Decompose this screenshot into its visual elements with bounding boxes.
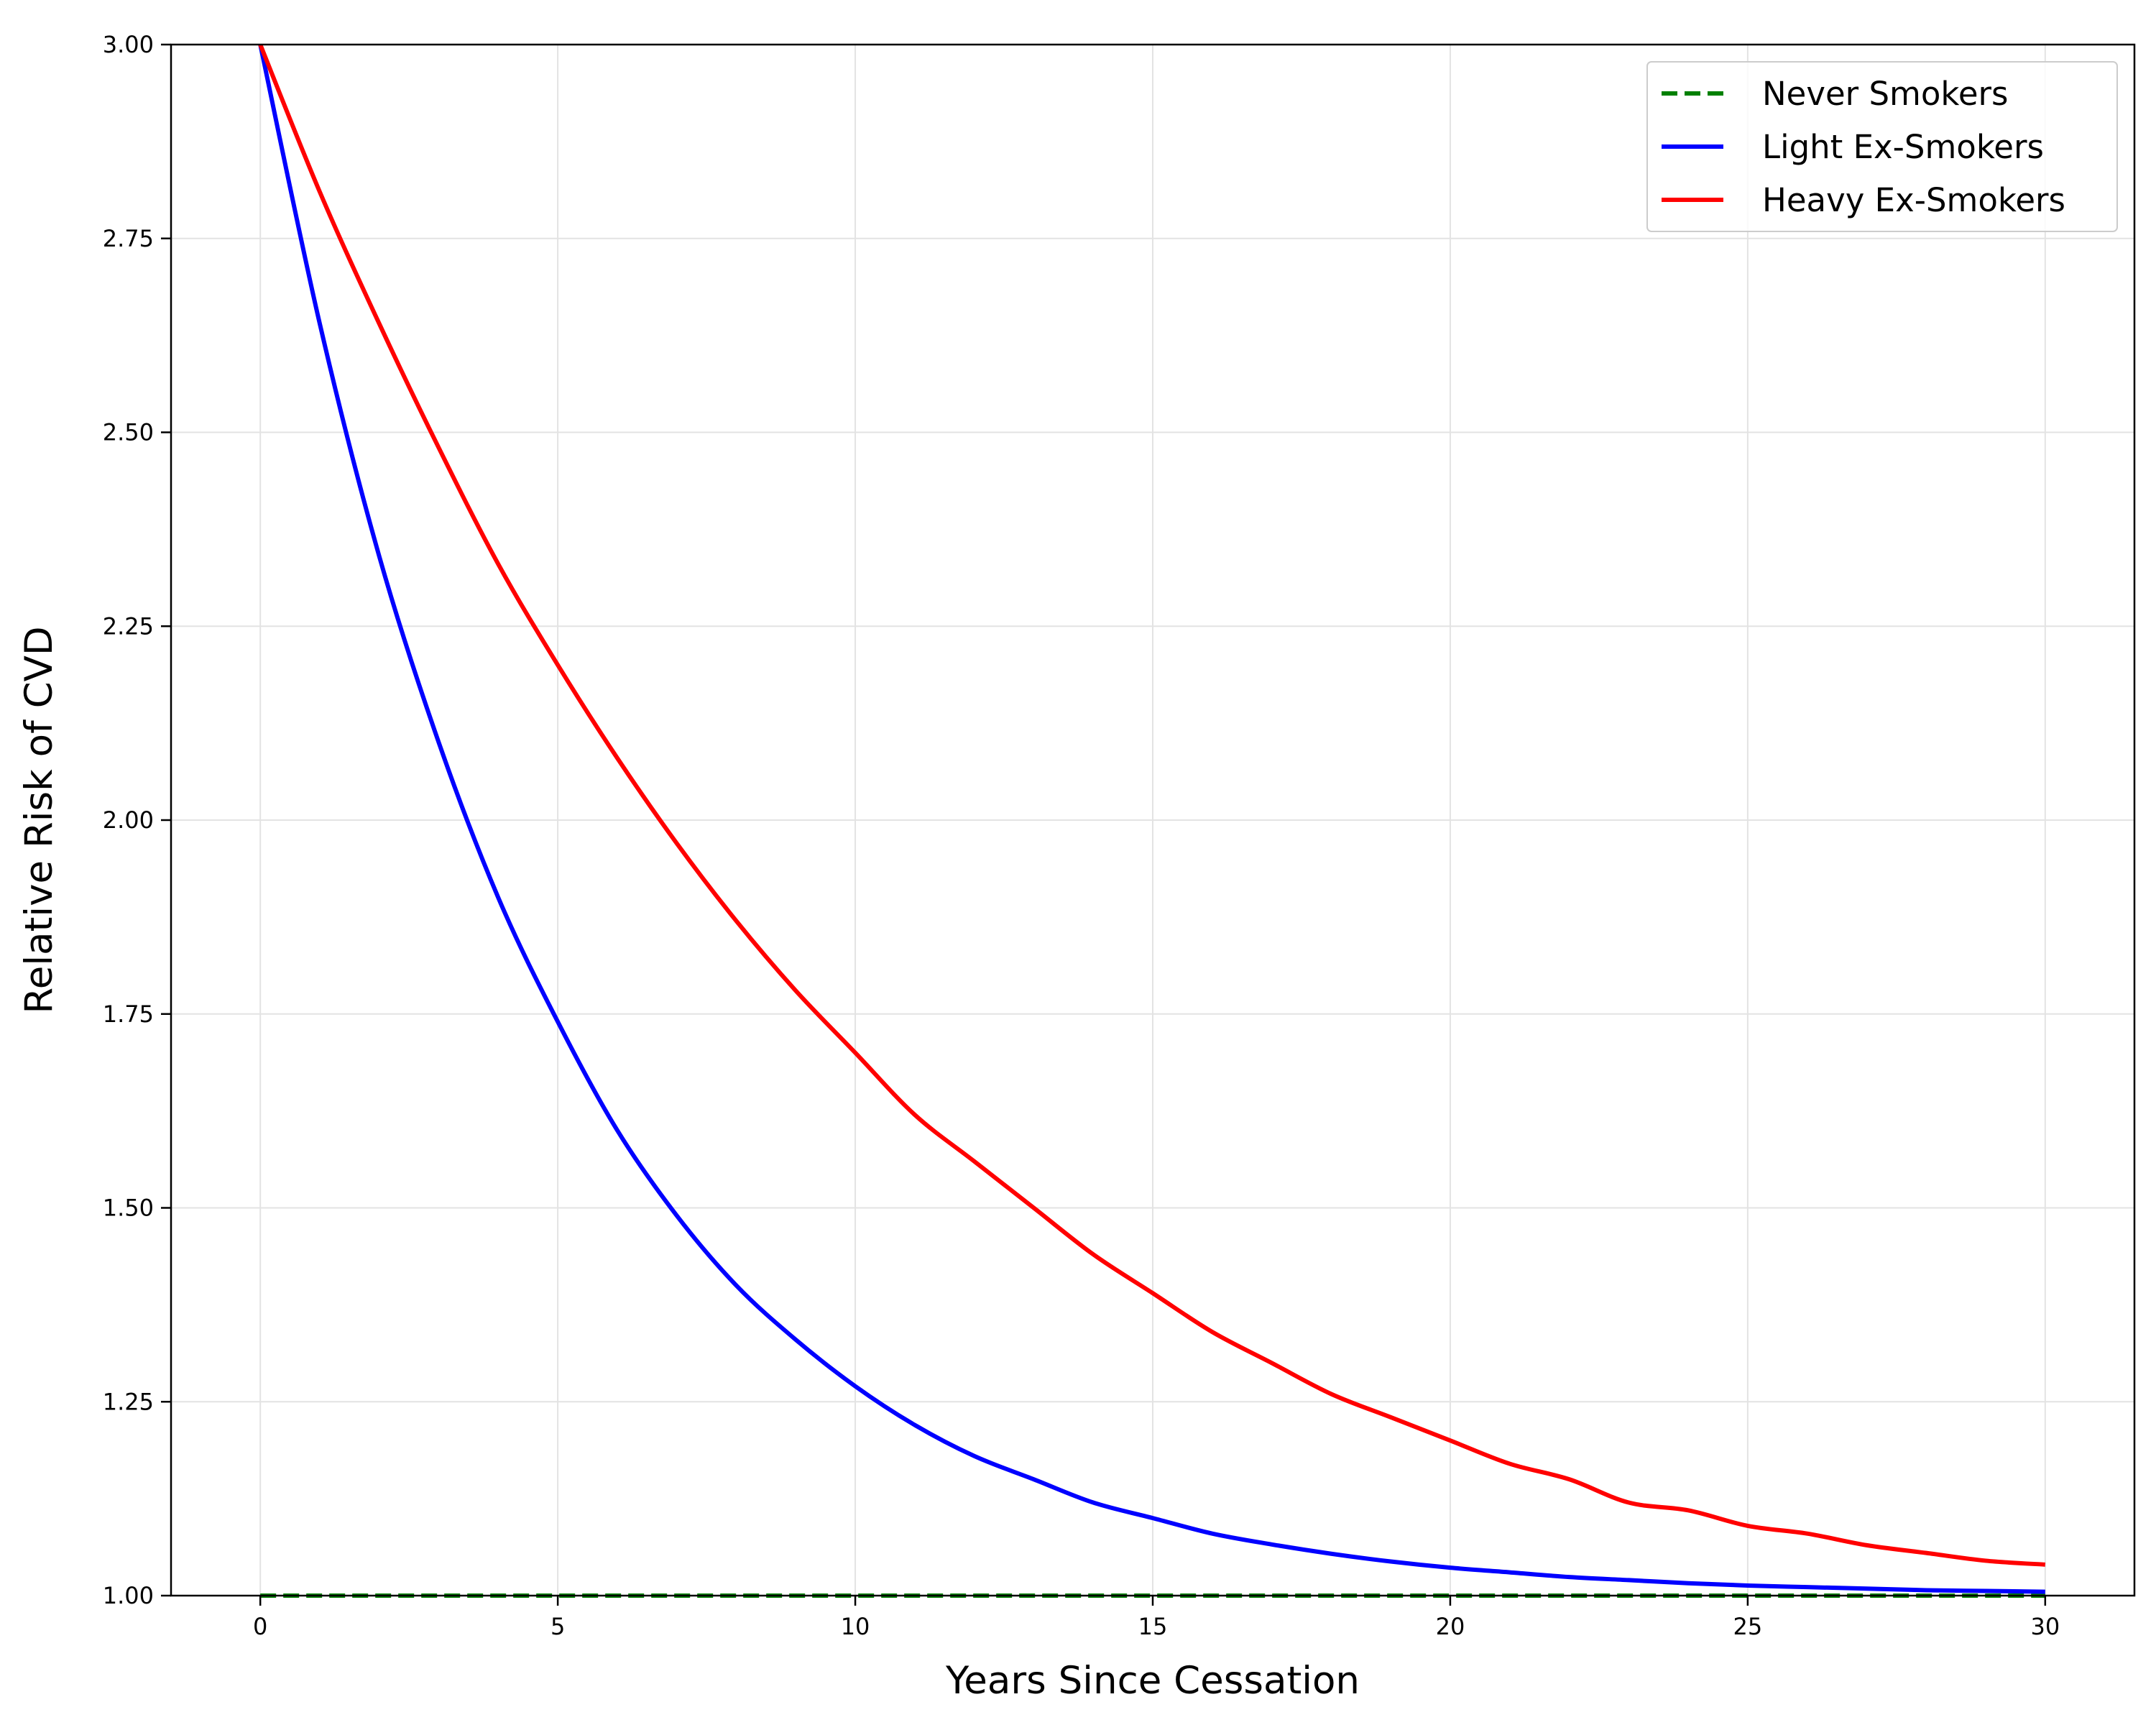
y-tick-label: 1.00 [103,1582,154,1609]
legend-label-heavy-ex-smokers: Heavy Ex-Smokers [1762,181,2065,219]
legend-label-never-smokers: Never Smokers [1762,75,2009,113]
y-tick-label: 1.75 [103,1000,154,1028]
legend: Never Smokers Light Ex-Smokers Heavy Ex-… [1646,61,2118,232]
x-tick-label: 5 [550,1613,565,1640]
heavy-ex-smokers-line [258,43,2046,1567]
x-tick-label: 30 [2030,1613,2060,1640]
x-tick-label: 25 [1733,1613,1763,1640]
y-tick-label: 1.50 [103,1195,154,1222]
y-tick-label: 1.25 [103,1388,154,1415]
legend-label-light-ex-smokers: Light Ex-Smokers [1762,128,2044,166]
y-tick-label: 2.25 [103,612,154,640]
y-tick-label: 2.75 [103,225,154,252]
x-tick-label: 20 [1436,1613,1465,1640]
y-axis-label: Relative Risk of CVD [17,626,61,1013]
x-axis-label: Years Since Cessation [945,1659,1360,1703]
x-tick-label: 0 [253,1613,267,1640]
y-tick-label: 2.50 [103,419,154,446]
y-tick-label: 3.00 [103,31,154,58]
x-tick-label: 10 [841,1613,870,1640]
x-tick-label: 15 [1138,1613,1168,1640]
legend-box [1646,61,2118,232]
light-ex-smokers-line [258,44,2045,1594]
axis-ticks: 0 5 10 15 20 25 30 1.00 1.25 1.50 1.75 2.00 2.25 2.50… [103,31,2060,1640]
y-tick-label: 2.00 [103,806,154,834]
grid [171,44,2134,1596]
